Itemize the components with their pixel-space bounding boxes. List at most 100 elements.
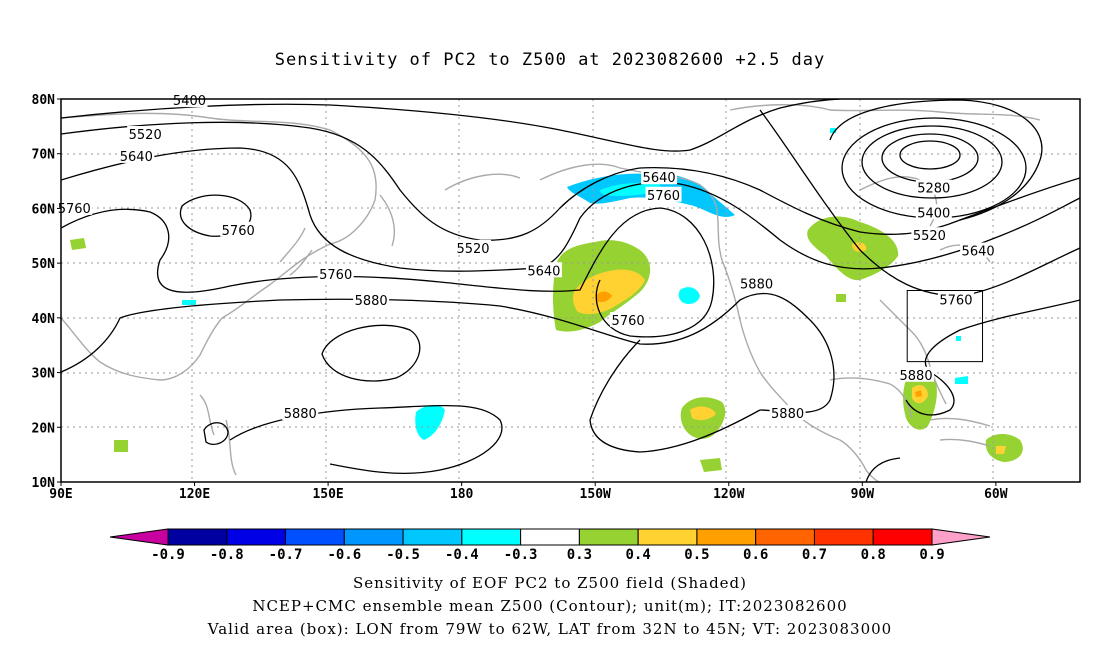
contour-label: 5520 bbox=[456, 242, 489, 257]
shade-negative-patch bbox=[415, 404, 445, 440]
lat-label: 10N bbox=[32, 476, 56, 491]
shade-positive-patch bbox=[573, 269, 645, 315]
contour-label: 5280 bbox=[917, 182, 950, 197]
contour-5760-east bbox=[759, 109, 1080, 297]
longitude-axis: 90E 120E 150E 180 150W 120W 90W 60W bbox=[49, 482, 1008, 502]
contour-label: 5760 bbox=[222, 224, 255, 239]
lon-label: 90E bbox=[49, 487, 72, 502]
colorbar-label: -0.7 bbox=[269, 547, 303, 563]
contour-label: 5880 bbox=[900, 369, 933, 384]
colorbar-label: 0.4 bbox=[626, 547, 651, 563]
coastline-caribbean bbox=[929, 417, 991, 447]
contour-label-bg bbox=[220, 221, 257, 237]
lon-label: 180 bbox=[450, 487, 474, 502]
contour-label-bg bbox=[525, 262, 562, 278]
contour-label-bg bbox=[56, 199, 93, 215]
contour-low-5280 bbox=[899, 140, 961, 170]
contour-5520-east bbox=[829, 99, 1043, 221]
colorbar-label: -0.6 bbox=[327, 547, 361, 563]
colorbar-swatch bbox=[578, 528, 639, 546]
coastline-asia bbox=[61, 112, 377, 381]
caption-line-2: NCEP+CMC ensemble mean Z500 (Contour); u… bbox=[252, 597, 848, 615]
contour-label: 5640 bbox=[643, 171, 676, 186]
contour-5640 bbox=[61, 147, 1080, 272]
contour-low-5400 bbox=[861, 125, 1003, 199]
colorbar-swatch bbox=[343, 528, 404, 546]
contour-5760 bbox=[61, 207, 715, 338]
colorbar: -0.9 -0.8 -0.7 -0.6 -0.5 -0.4 -0.3 0.3 0.4 0.5 0.6… bbox=[109, 528, 991, 563]
contour-5400 bbox=[61, 99, 841, 152]
lat-label: 50N bbox=[32, 257, 56, 272]
lon-label: 120E bbox=[179, 487, 210, 502]
lat-label: 40N bbox=[32, 312, 56, 327]
shade-positive-patch bbox=[836, 294, 846, 302]
colorbar-swatch bbox=[813, 528, 874, 546]
colorbar-label: 0.7 bbox=[802, 547, 827, 563]
lat-label: 60N bbox=[32, 202, 56, 217]
colorbar-swatch bbox=[696, 528, 757, 546]
sensitivity-shading bbox=[70, 128, 1023, 472]
coastline-gulf bbox=[829, 377, 913, 419]
colorbar-label: -0.3 bbox=[504, 547, 538, 563]
contour-label: 5760 bbox=[58, 202, 91, 217]
contour-label: 5640 bbox=[120, 150, 153, 165]
contour-label-bg bbox=[911, 227, 948, 243]
colorbar-label: 0.5 bbox=[684, 547, 709, 563]
contour-label-group: 5400552056405760576055205640576058805880… bbox=[56, 92, 997, 422]
lat-lon-grid bbox=[61, 99, 1080, 482]
shade-positive-patch bbox=[70, 238, 86, 250]
shade-negative-patch bbox=[955, 376, 968, 384]
colorbar-label: 0.6 bbox=[743, 547, 768, 563]
colorbar-label: -0.9 bbox=[151, 547, 185, 563]
coastline-philippines bbox=[199, 394, 237, 476]
colorbar-label: -0.4 bbox=[445, 547, 479, 563]
colorbar-label: -0.5 bbox=[386, 547, 420, 563]
colorbar-label: 0.8 bbox=[861, 547, 886, 563]
contour-5880-pacific bbox=[589, 339, 761, 453]
colorbar-swatch bbox=[285, 528, 345, 546]
colorbar-swatch bbox=[167, 528, 228, 546]
colorbar-swatch bbox=[872, 528, 933, 546]
shade-positive-patch bbox=[996, 446, 1006, 454]
lat-label: 30N bbox=[32, 367, 56, 382]
colorbar-label: 0.9 bbox=[919, 547, 944, 563]
contour-5880-ring-small bbox=[203, 422, 229, 446]
colorbar-swatch bbox=[226, 528, 287, 546]
contour-label: 5760 bbox=[319, 268, 352, 283]
shade-positive-patch bbox=[700, 458, 722, 472]
shade-negative-patch bbox=[678, 287, 700, 304]
lon-label: 60W bbox=[984, 487, 1008, 502]
coastline-arctic bbox=[729, 104, 1041, 121]
contour-label-bg bbox=[282, 405, 319, 421]
contour-label-bg bbox=[915, 179, 952, 195]
plot-frame bbox=[60, 98, 1081, 483]
colorbar-label: 0.3 bbox=[567, 547, 592, 563]
contour-label: 5520 bbox=[129, 128, 162, 143]
lon-label: 150E bbox=[312, 487, 343, 502]
z500-contours bbox=[61, 99, 1080, 482]
lat-label: 70N bbox=[32, 148, 56, 163]
caption-line-1: Sensitivity of EOF PC2 to Z500 field (Sh… bbox=[352, 574, 748, 592]
contour-label-bg bbox=[937, 291, 974, 307]
coastline-japan bbox=[279, 227, 313, 276]
contour-label: 5880 bbox=[771, 407, 804, 422]
lat-label: 20N bbox=[32, 421, 56, 436]
shade-positive-patch bbox=[114, 440, 128, 452]
contour-label: 5760 bbox=[612, 314, 645, 329]
contour-5880-caribbean bbox=[865, 457, 901, 482]
contour-label: 5880 bbox=[355, 294, 388, 309]
caption-line-3: Valid area (box): LON from 79W to 62W, L… bbox=[207, 620, 893, 638]
contour-label-bg bbox=[118, 147, 155, 163]
contour-label-bg bbox=[898, 366, 935, 382]
contour-5880 bbox=[61, 292, 835, 414]
colorbar-swatch bbox=[461, 528, 522, 546]
latitude-axis: 80N 70N 60N 50N 40N 30N 20N 10N bbox=[32, 93, 61, 491]
contour-label-bg bbox=[455, 239, 492, 255]
contour-label: 5400 bbox=[917, 206, 950, 221]
contour-label-bg bbox=[915, 204, 952, 220]
contour-label-bg bbox=[127, 126, 164, 142]
valid-area-box bbox=[906, 290, 984, 363]
contour-label: 5880 bbox=[740, 277, 773, 292]
coastline-alaska bbox=[539, 163, 723, 261]
